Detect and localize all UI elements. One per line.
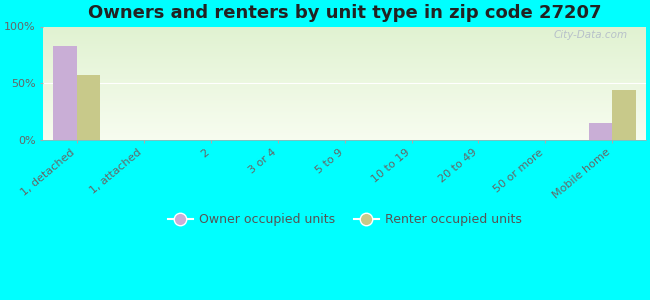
Legend: Owner occupied units, Renter occupied units: Owner occupied units, Renter occupied un…: [162, 208, 526, 231]
Bar: [612, 90, 636, 140]
Title: Owners and renters by unit type in zip code 27207: Owners and renters by unit type in zip c…: [88, 4, 601, 22]
Bar: [589, 123, 612, 140]
Bar: [53, 46, 77, 140]
Bar: [77, 75, 100, 140]
Text: City-Data.com: City-Data.com: [554, 30, 628, 40]
